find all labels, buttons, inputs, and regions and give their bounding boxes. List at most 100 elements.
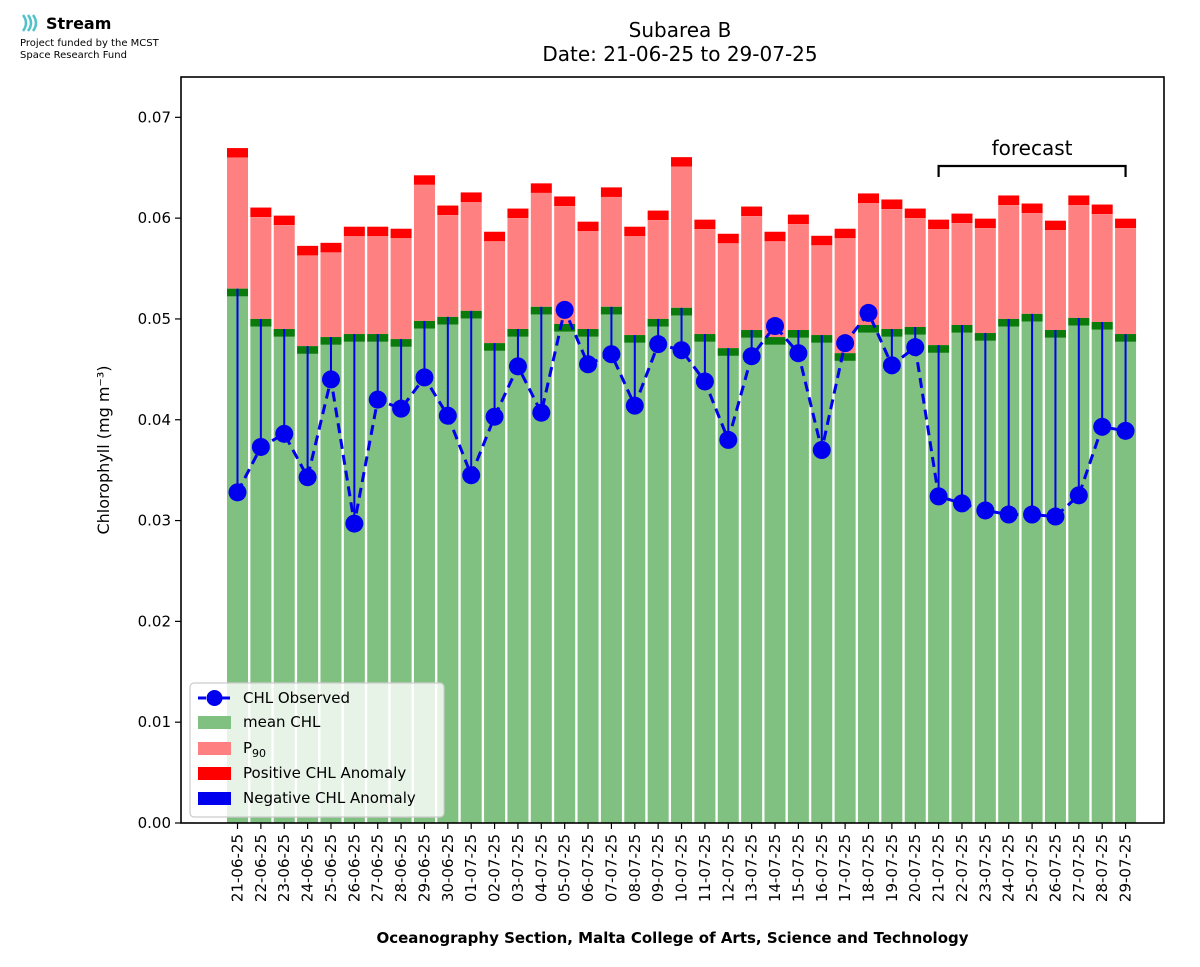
x-tick-label: 22-06-25 xyxy=(252,834,270,902)
x-tick-label: 28-07-25 xyxy=(1093,834,1111,902)
x-tick-label: 25-06-25 xyxy=(322,834,340,902)
p90-bar xyxy=(694,229,716,335)
positive-anomaly-cap xyxy=(671,157,693,167)
mean-chl-bar xyxy=(974,333,996,823)
x-tick-label: 27-06-25 xyxy=(369,834,387,902)
y-tick-label: 0.07 xyxy=(138,108,171,126)
x-tick-label: 24-06-25 xyxy=(299,834,317,902)
positive-anomaly-cap xyxy=(1021,203,1043,214)
positive-anomaly-cap xyxy=(600,187,622,197)
x-tick-label: 02-07-25 xyxy=(486,834,504,902)
x-tick-label: 12-07-25 xyxy=(719,834,737,902)
p90-bar xyxy=(250,217,272,319)
p90-bar xyxy=(764,241,786,338)
mean-chl-cap xyxy=(764,337,786,345)
positive-anomaly-cap xyxy=(764,231,786,242)
legend: CHL Observed mean CHL P90 Positive CHL Anom… xyxy=(189,682,445,818)
positive-anomaly-cap xyxy=(1091,204,1113,215)
p90-bar xyxy=(834,238,856,354)
observed-point xyxy=(438,406,457,425)
mean-chl-cap xyxy=(857,324,879,333)
x-tick-label: 29-07-25 xyxy=(1117,834,1135,902)
funding-line-1: Project funded by the MCST xyxy=(20,38,159,49)
observed-point xyxy=(1069,486,1088,505)
mean-chl-bar xyxy=(881,329,903,823)
observed-point xyxy=(602,345,621,364)
mean-chl-bar xyxy=(484,343,506,823)
observed-point xyxy=(485,407,504,426)
observed-point xyxy=(1093,417,1112,436)
y-tick-label: 0.04 xyxy=(138,411,171,429)
mean-chl-bar xyxy=(1068,317,1090,823)
legend-swatch xyxy=(198,742,231,755)
positive-anomaly-cap xyxy=(1115,218,1137,229)
p90-bar xyxy=(1115,228,1137,335)
p90-bar xyxy=(951,223,973,325)
p90-bar xyxy=(1091,214,1113,322)
positive-anomaly-cap xyxy=(250,207,272,218)
x-tick-label: 10-07-25 xyxy=(673,834,691,902)
x-tick-label: 26-07-25 xyxy=(1046,834,1064,902)
positive-anomaly-cap xyxy=(951,213,973,224)
observed-point xyxy=(392,399,411,418)
mean-chl-bar xyxy=(530,306,552,824)
observed-point xyxy=(275,424,294,443)
positive-anomaly-cap xyxy=(1068,195,1090,206)
observed-point xyxy=(952,494,971,513)
mean-chl-bar xyxy=(600,306,622,824)
observed-point xyxy=(228,483,247,502)
p90-bar xyxy=(507,218,529,330)
observed-point xyxy=(695,372,714,391)
p90-bar xyxy=(600,196,622,307)
positive-anomaly-cap xyxy=(320,242,342,253)
positive-anomaly-cap xyxy=(343,226,365,237)
p90-bar xyxy=(227,157,248,289)
y-tick-label: 0.03 xyxy=(138,512,171,530)
x-tick-label: 09-07-25 xyxy=(649,834,667,902)
legend-positive-label: Positive CHL Anomaly xyxy=(243,764,406,782)
x-tick-label: 30-06-25 xyxy=(439,834,457,902)
p90-bar xyxy=(367,236,389,335)
brand-name: Stream xyxy=(46,14,112,33)
y-tick-label: 0.05 xyxy=(138,310,171,328)
legend-box xyxy=(189,682,445,818)
forecast-annotation: forecast xyxy=(937,136,1127,177)
mean-chl-bar xyxy=(694,334,716,823)
positive-anomaly-cap xyxy=(811,235,833,246)
p90-bar xyxy=(273,225,295,330)
mean-chl-bar xyxy=(717,348,739,823)
mean-chl-bar xyxy=(624,335,646,823)
x-tick-label: 26-06-25 xyxy=(345,834,363,902)
x-tick-label: 19-07-25 xyxy=(883,834,901,902)
x-tick-label: 28-06-25 xyxy=(392,834,410,902)
mean-chl-bar xyxy=(951,324,973,823)
positive-anomaly-cap xyxy=(624,226,646,237)
observed-point xyxy=(555,300,574,319)
positive-anomaly-cap xyxy=(741,206,763,217)
mean-chl-bar xyxy=(1044,330,1066,823)
forecast-bracket xyxy=(937,164,1127,177)
legend-mean-label: mean CHL xyxy=(243,713,321,731)
positive-anomaly-cap xyxy=(530,183,552,193)
observed-point xyxy=(859,303,878,322)
x-axis: 21-06-25 22-06-25 23-06-25 24-06-25 25-06-25… xyxy=(229,823,1135,902)
observed-point xyxy=(766,317,785,336)
observed-point xyxy=(999,505,1018,524)
legend-swatch xyxy=(198,792,231,805)
legend-observed-label: CHL Observed xyxy=(243,689,350,707)
observed-point xyxy=(719,430,738,449)
x-tick-label: 21-07-25 xyxy=(930,834,948,902)
chart-title: Subarea B xyxy=(629,18,732,42)
positive-anomaly-cap xyxy=(787,214,809,225)
x-tick-label: 21-06-25 xyxy=(229,834,247,902)
positive-anomaly-cap xyxy=(273,215,295,226)
p90-bar xyxy=(928,229,950,346)
p90-bar xyxy=(437,215,459,317)
y-tick-label: 0.00 xyxy=(138,814,171,832)
positive-anomaly-cap xyxy=(974,218,996,229)
positive-anomaly-cap xyxy=(694,219,716,230)
positive-anomaly-cap xyxy=(834,228,856,239)
p90-bar xyxy=(530,192,552,307)
positive-anomaly-cap xyxy=(507,208,529,219)
